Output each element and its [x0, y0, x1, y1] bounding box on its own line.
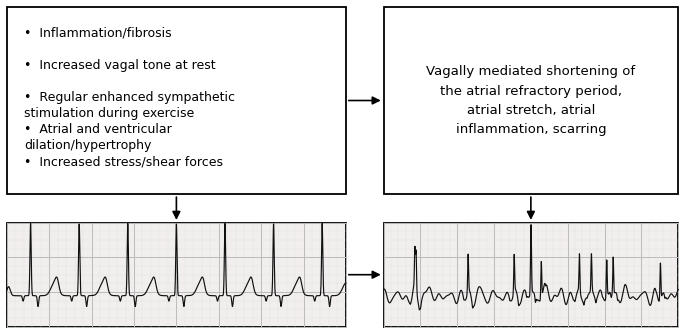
Text: •  Regular enhanced sympathetic
stimulation during exercise: • Regular enhanced sympathetic stimulati… — [24, 91, 235, 120]
Bar — [7, 7, 346, 194]
Bar — [7, 223, 346, 327]
Text: Vagally mediated shortening of
the atrial refractory period,
atrial stretch, atr: Vagally mediated shortening of the atria… — [426, 66, 636, 135]
Text: •  Inflammation/fibrosis: • Inflammation/fibrosis — [24, 27, 172, 40]
Text: •  Increased stress/shear forces: • Increased stress/shear forces — [24, 155, 223, 169]
Bar — [384, 7, 678, 194]
Text: •  Atrial and ventricular
dilation/hypertrophy: • Atrial and ventricular dilation/hypert… — [24, 123, 172, 152]
Text: •  Increased vagal tone at rest: • Increased vagal tone at rest — [24, 59, 216, 72]
Bar — [384, 223, 678, 327]
